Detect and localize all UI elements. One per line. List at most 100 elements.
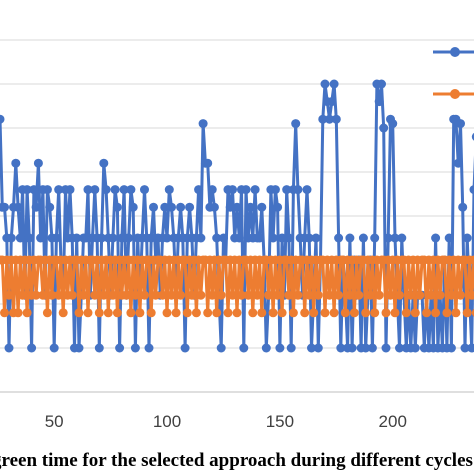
data-point (83, 308, 93, 318)
data-point (390, 308, 400, 318)
data-point (329, 308, 339, 318)
data-point (386, 290, 395, 300)
data-point (228, 185, 237, 195)
data-point (361, 343, 371, 353)
data-point (467, 290, 474, 300)
data-point (257, 202, 267, 212)
data-point (284, 233, 294, 243)
data-point (15, 233, 25, 243)
data-point (291, 119, 301, 129)
data-point (250, 185, 260, 195)
data-point (282, 185, 292, 195)
data-point (331, 114, 341, 124)
data-point (191, 308, 201, 318)
data-point (336, 343, 346, 353)
data-point (374, 97, 384, 107)
legend-swatch-marker (450, 47, 460, 57)
data-point (456, 119, 465, 129)
data-point (345, 290, 355, 300)
data-point (180, 343, 190, 353)
data-point (158, 290, 167, 300)
data-point (255, 233, 265, 243)
data-point (171, 308, 181, 318)
x-tick-label: 200 (379, 412, 407, 431)
data-point (401, 308, 411, 318)
data-point (144, 343, 154, 353)
data-point (243, 290, 253, 300)
data-point (329, 79, 339, 89)
data-point (13, 308, 23, 318)
data-point (24, 233, 34, 243)
data-point (453, 158, 463, 168)
data-point (232, 202, 242, 212)
x-tick-label: 100 (153, 412, 181, 431)
data-point (126, 308, 136, 318)
data-point (390, 233, 400, 243)
data-point (27, 343, 37, 353)
data-point (252, 290, 262, 300)
data-point (103, 308, 113, 318)
data-point (112, 202, 122, 212)
data-point (444, 233, 454, 243)
data-point (47, 290, 57, 300)
data-point (377, 79, 386, 89)
data-point (203, 308, 213, 318)
data-point (67, 290, 77, 300)
data-point (83, 185, 93, 195)
data-point (130, 290, 140, 300)
data-point (140, 185, 149, 195)
data-point (300, 308, 310, 318)
data-point (374, 290, 384, 300)
data-point (268, 308, 278, 318)
data-point (442, 308, 452, 318)
data-point (187, 290, 197, 300)
data-point (6, 233, 16, 243)
data-point (126, 185, 136, 195)
data-point (383, 233, 393, 243)
data-point (284, 290, 294, 300)
data-point (18, 290, 28, 300)
data-point (471, 132, 474, 141)
data-point (320, 308, 330, 318)
data-point (309, 308, 319, 318)
data-point (203, 158, 213, 168)
data-point (275, 343, 285, 353)
data-point (239, 343, 249, 353)
data-point (22, 308, 32, 318)
series-layer (0, 79, 474, 353)
data-point (223, 308, 233, 318)
x-tick-label: 150 (266, 412, 294, 431)
data-point (304, 290, 314, 300)
data-point (469, 185, 474, 195)
data-point (349, 308, 359, 318)
data-point (65, 185, 75, 195)
data-point (124, 233, 134, 243)
data-point (426, 290, 436, 300)
data-point (101, 185, 111, 195)
data-point (33, 158, 43, 168)
data-point (395, 290, 404, 300)
legend-swatch-marker (450, 89, 460, 99)
data-point (456, 290, 465, 300)
data-point (367, 343, 377, 353)
data-point (212, 308, 222, 318)
data-point (458, 202, 468, 212)
data-point (334, 233, 344, 243)
data-point (94, 343, 104, 353)
data-point (115, 343, 125, 353)
data-point (135, 308, 145, 318)
data-point (273, 290, 283, 300)
data-point (196, 290, 206, 300)
data-point (79, 290, 88, 300)
x-tick-label: 50 (45, 412, 64, 431)
series-1 (0, 255, 474, 318)
data-point (462, 308, 472, 318)
data-point (42, 308, 52, 318)
data-point (0, 202, 9, 212)
data-point (108, 233, 118, 243)
data-point (42, 185, 52, 195)
data-point (90, 290, 100, 300)
data-point (471, 308, 474, 317)
data-point (327, 97, 337, 107)
